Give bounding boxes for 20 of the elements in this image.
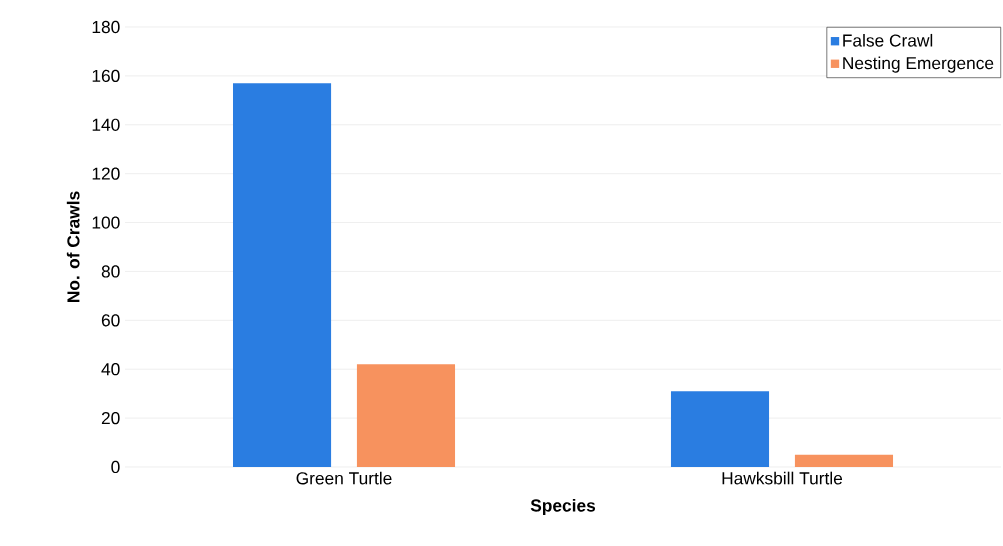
y-tick-label: 180	[92, 20, 120, 34]
y-tick-label: 160	[92, 69, 120, 83]
y-tick-label: 120	[92, 167, 120, 180]
y-tick-label: 20	[101, 411, 120, 425]
y-tick-label: 100	[92, 216, 120, 229]
legend-label: Nesting Emergence	[843, 56, 994, 73]
y-tick-label: 80	[101, 265, 120, 278]
x-axis-title: Species	[530, 498, 596, 516]
y-tick-label: 140	[92, 118, 120, 131]
y-tick-label: 0	[111, 460, 120, 474]
x-tick-label: Green Turtle	[296, 471, 392, 485]
y-axis-title: No. of Crawls	[66, 191, 80, 303]
y-tick-label: 60	[101, 314, 120, 327]
legend-label: False Crawl	[843, 33, 933, 47]
bar	[356, 364, 456, 467]
bar	[670, 391, 770, 467]
bar	[794, 454, 894, 467]
bar	[232, 83, 332, 467]
y-tick-label: 40	[101, 363, 120, 376]
x-tick-label: Hawksbill Turtle	[722, 471, 843, 485]
